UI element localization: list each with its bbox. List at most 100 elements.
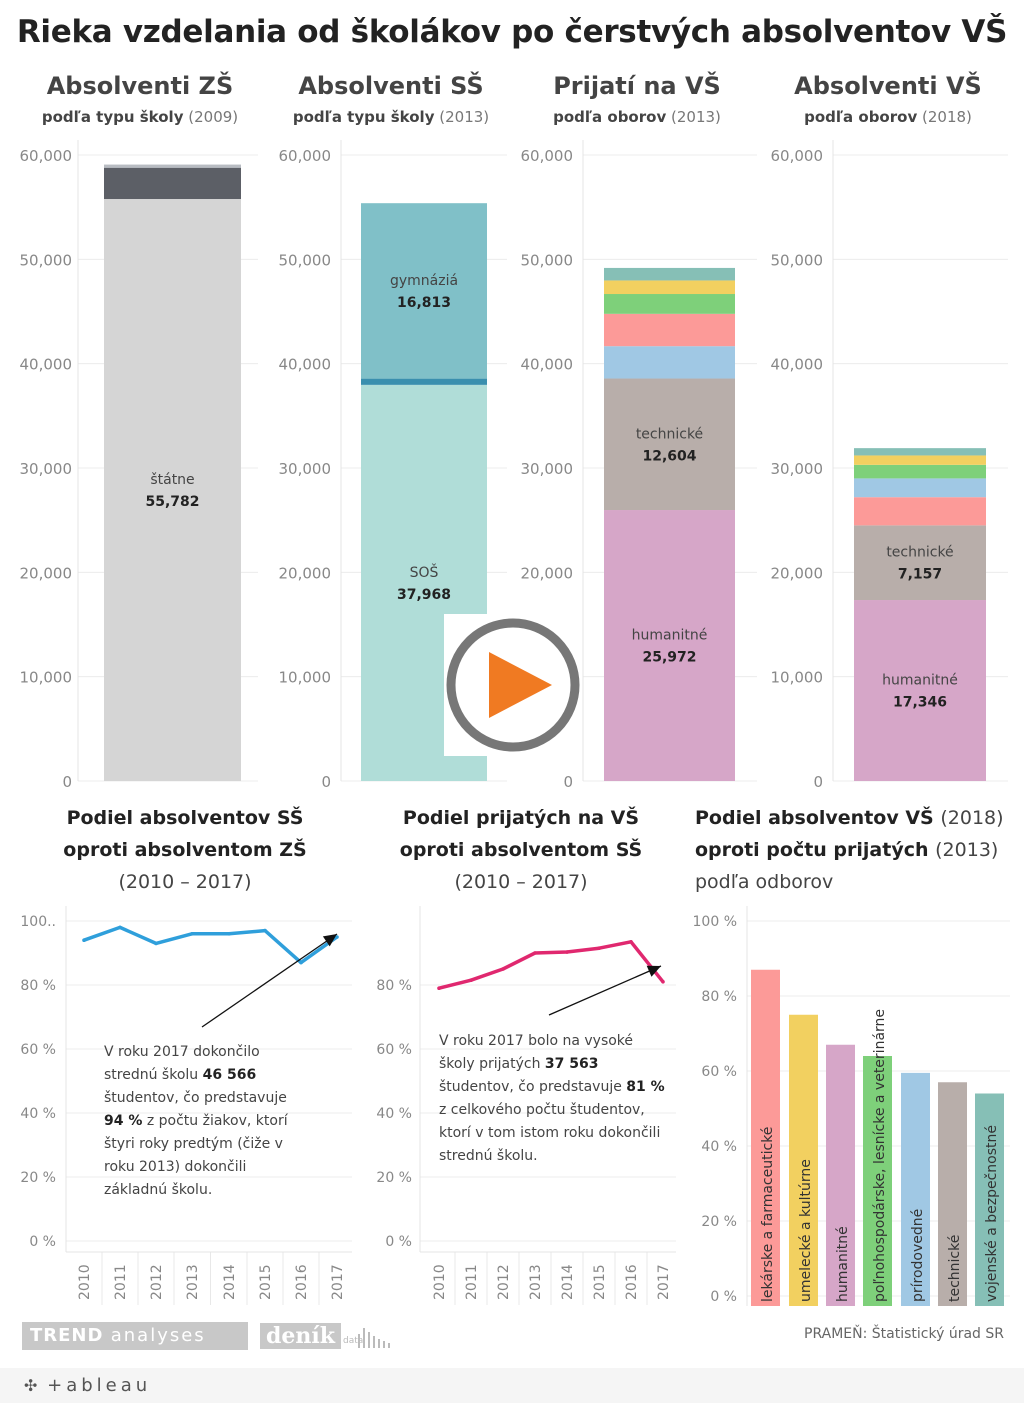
play-button[interactable] xyxy=(444,614,582,756)
stack-value-3-0: 17,346 xyxy=(893,695,947,711)
bar-category-0: lekárske a farmaceutické xyxy=(760,1127,776,1302)
stack-label-1-0: SOŠ xyxy=(410,563,439,581)
note-ss-t3: z počtu žiakov, ktorí štyri roky predtým… xyxy=(104,1113,288,1198)
lx-tick-1-5: 2015 xyxy=(592,1264,608,1300)
y-tick-2-6: 0 xyxy=(563,773,573,791)
lx-tick-1-3: 2013 xyxy=(528,1264,544,1300)
stack-seg-3-2 xyxy=(854,497,986,526)
denik-logo-text: deník xyxy=(260,1323,341,1349)
note-ss-b1: 46 566 xyxy=(202,1067,257,1083)
lx-tick-0-6: 2016 xyxy=(294,1264,310,1300)
ly-tick-1-4: 0 % xyxy=(385,1234,412,1250)
stack-value-2-1: 12,604 xyxy=(642,448,696,464)
stack-label-0-0: štátne xyxy=(150,472,194,488)
col-sub-zs: podľa typu školy (2009) xyxy=(15,108,265,126)
trend-logo: TREND analyses xyxy=(22,1322,248,1350)
stack-seg-3-6 xyxy=(854,448,986,456)
lx-tick-0-7: 2017 xyxy=(330,1264,346,1300)
note-ss-t2: študentov, čo predstavuje xyxy=(104,1090,287,1106)
denik-bars-icon xyxy=(358,1328,390,1348)
by-tick-4: 20 % xyxy=(701,1214,737,1230)
y-tick-2-1: 50,000 xyxy=(521,251,574,269)
y-tick-0-5: 10,000 xyxy=(20,669,73,687)
pct-bar-5 xyxy=(938,1082,967,1306)
col-sub-prijati-year: (2013) xyxy=(671,108,721,126)
col-sub-ss-bold: podľa typu školy xyxy=(292,108,435,126)
page-title: Rieka vzdelania od školákov po čerstvých… xyxy=(16,14,1008,50)
stack-seg-2-6 xyxy=(604,267,735,281)
lx-tick-1-1: 2011 xyxy=(464,1264,480,1300)
tableau-text: +ableau xyxy=(47,1375,152,1396)
stack-seg-0-2 xyxy=(104,164,241,168)
y-tick-3-6: 0 xyxy=(813,773,823,791)
line-point-0-0 xyxy=(82,938,86,942)
pct-bar-4 xyxy=(901,1072,930,1306)
line1-title: Podiel absolventov SŠ oproti absolventom… xyxy=(20,802,350,898)
by-tick-0: 100 % xyxy=(693,914,737,930)
y-tick-3-5: 10,000 xyxy=(771,669,824,687)
col-sub-prijati: podľa oborov (2013) xyxy=(512,108,762,126)
line2-title-c: (2010 – 2017) xyxy=(454,871,588,893)
note-vs-b1: 37 563 xyxy=(544,1056,599,1072)
note-vs-t2: študentov, čo predstavuje xyxy=(439,1079,627,1095)
bar-category-1: umelecké a kultúrne xyxy=(798,1159,814,1302)
line-point-0-7 xyxy=(335,935,339,939)
by-tick-5: 0 % xyxy=(710,1289,737,1305)
tableau-logo[interactable]: ✣ +ableau xyxy=(24,1375,151,1396)
col-sub-zs-year: (2009) xyxy=(188,108,239,126)
pct-bar-0 xyxy=(751,969,780,1306)
line-point-1-7 xyxy=(661,980,665,984)
col-sub-ss: podľa typu školy (2013) xyxy=(266,108,516,126)
y-tick-0-3: 30,000 xyxy=(20,460,73,478)
ly-tick-1-1: 60 % xyxy=(376,1042,412,1058)
note-ss: V roku 2017 dokončilo strednú školu 46 5… xyxy=(104,1041,300,1202)
y-tick-1-6: 0 xyxy=(321,773,331,791)
lx-tick-1-2: 2012 xyxy=(496,1264,512,1300)
y-tick-0-2: 40,000 xyxy=(20,356,73,374)
stack-value-1-2: 16,813 xyxy=(397,295,451,311)
stack-seg-3-0 xyxy=(854,600,986,781)
series-line-1 xyxy=(438,940,665,990)
note-vs-b2: 81 % xyxy=(626,1079,665,1095)
note-ss-b2: 94 % xyxy=(104,1113,143,1129)
y-tick-1-2: 40,000 xyxy=(279,356,332,374)
bar3-title-a-year: (2018) xyxy=(940,807,1004,829)
bar-category-6: vojenské a bezpečnostné xyxy=(984,1125,1000,1302)
by-tick-1: 80 % xyxy=(701,989,737,1005)
stack-label-1-2: gymnáziá xyxy=(390,273,458,289)
y-tick-1-0: 60,000 xyxy=(279,147,332,165)
charts-canvas: 60,000 50,000 40,000 30,000 20,000 10,000 0 štá… xyxy=(20,140,1010,1306)
y-tick-2-0: 60,000 xyxy=(521,147,574,165)
by-tick-3: 40 % xyxy=(701,1139,737,1155)
pct-bar-2 xyxy=(826,1044,855,1306)
bar3-title-a-text: Podiel absolventov VŠ xyxy=(695,807,934,829)
stack-seg-2-3 xyxy=(604,313,735,347)
lx-tick-0-4: 2014 xyxy=(222,1264,238,1300)
stack-seg-3-4 xyxy=(854,464,986,479)
col-title-prijati: Prijatí na VŠ xyxy=(553,72,721,100)
y-tick-3-0: 60,000 xyxy=(771,147,824,165)
trend-logo-b: analyses xyxy=(110,1325,206,1346)
line-point-0-5 xyxy=(263,928,267,933)
col-title-vs: Absolventi VŠ xyxy=(794,72,982,100)
ly-tick-1-2: 40 % xyxy=(376,1106,412,1122)
ly-tick-0-3: 40 % xyxy=(20,1106,56,1122)
stack-seg-0-1 xyxy=(104,167,241,200)
lx-tick-1-0: 2010 xyxy=(432,1264,448,1300)
lx-tick-1-6: 2016 xyxy=(624,1264,640,1300)
y-tick-0-4: 20,000 xyxy=(20,564,73,582)
stack-seg-2-0 xyxy=(604,510,735,781)
col-sub-ss-year: (2013) xyxy=(439,108,490,126)
col-sub-vs-year: (2018) xyxy=(922,108,972,126)
line-point-1-5 xyxy=(597,946,601,950)
lx-tick-0-5: 2015 xyxy=(258,1264,274,1300)
line1-title-c: (2010 – 2017) xyxy=(118,871,252,893)
line1-title-b: oproti absolventom ZŠ xyxy=(63,839,307,861)
bar3-title-c: podľa odborov xyxy=(695,871,834,893)
col-sub-vs-bold: podľa oborov xyxy=(804,108,918,126)
y-tick-0-0: 60,000 xyxy=(20,147,73,165)
ly-tick-0-1: 80 % xyxy=(20,978,56,994)
lx-tick-0-3: 2013 xyxy=(185,1264,201,1300)
line-point-1-6 xyxy=(629,940,633,944)
line1-title-a: Podiel absolventov SŠ xyxy=(66,807,304,829)
